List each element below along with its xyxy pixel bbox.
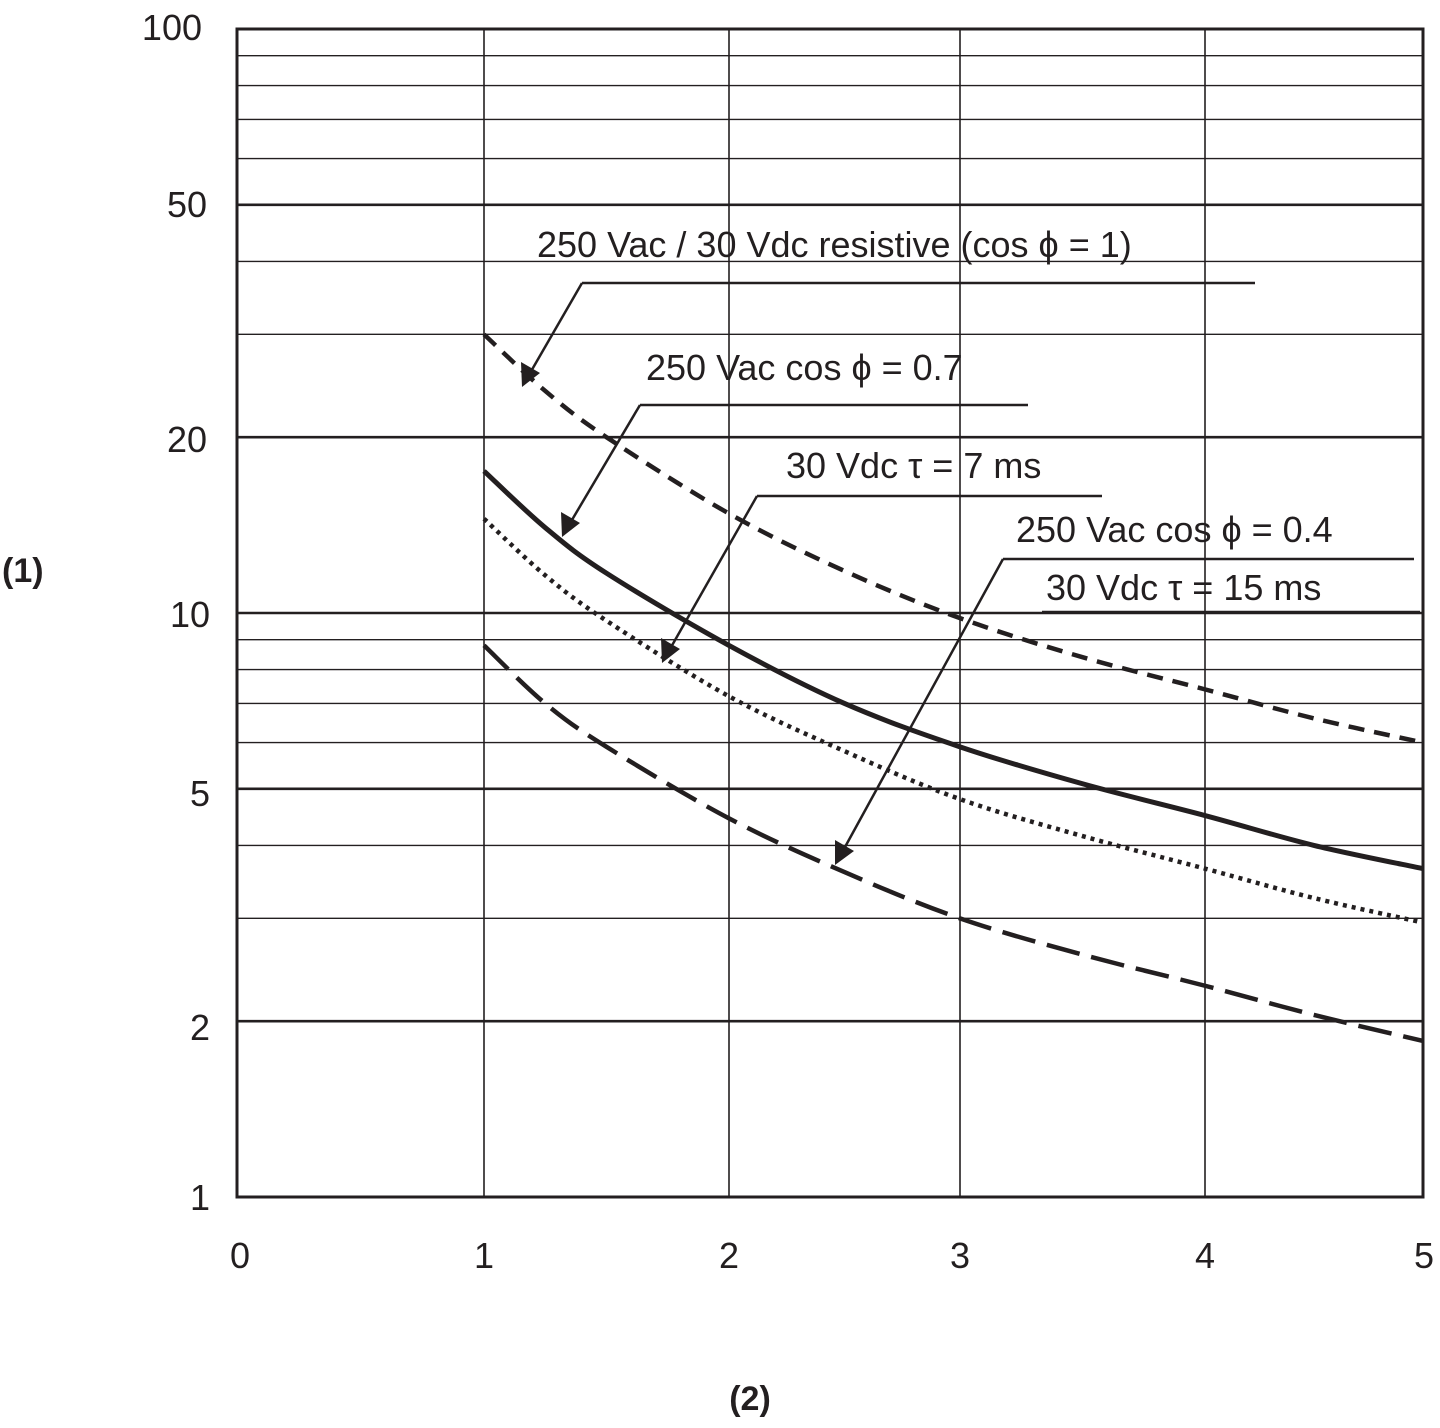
annotation-tau7: 30 Vdc τ = 7 ms bbox=[786, 445, 1041, 486]
annotation-tau15: 30 Vdc τ = 15 ms bbox=[1046, 567, 1321, 608]
x-tick-3: 3 bbox=[950, 1235, 970, 1276]
annotation-cos07: 250 Vac cos ϕ = 0.7 bbox=[646, 347, 963, 388]
y-tick-10: 10 bbox=[170, 594, 210, 635]
y-tick-100: 100 bbox=[142, 7, 202, 48]
series-line-3 bbox=[482, 517, 1424, 925]
y-tick-5: 5 bbox=[190, 773, 210, 814]
annotation-cos04: 250 Vac cos ϕ = 0.4 bbox=[1016, 509, 1333, 550]
curves bbox=[482, 332, 1424, 1044]
y-tick-50: 50 bbox=[167, 184, 207, 225]
x-tick-2: 2 bbox=[719, 1235, 739, 1276]
grid bbox=[235, 27, 1425, 1199]
y-tick-20: 20 bbox=[167, 419, 207, 460]
x-axis-label: (2) bbox=[729, 1380, 771, 1418]
y-tick-2: 2 bbox=[190, 1007, 210, 1048]
y-tick-1: 1 bbox=[190, 1177, 210, 1218]
y-axis-label: (1) bbox=[2, 552, 44, 590]
annotation-resistive: 250 Vac / 30 Vdc resistive (cos ϕ = 1) bbox=[537, 224, 1132, 265]
series-line-4 bbox=[482, 643, 1424, 1044]
plot-frame bbox=[235, 27, 1425, 1199]
series-line-2 bbox=[482, 469, 1424, 872]
annotations: 250 Vac / 30 Vdc resistive (cos ϕ = 1) 2… bbox=[521, 224, 1420, 865]
x-tick-0: 0 bbox=[230, 1235, 250, 1276]
x-tick-5: 5 bbox=[1414, 1235, 1434, 1276]
x-tick-1: 1 bbox=[474, 1235, 494, 1276]
tick-labels: 100 50 20 10 5 2 1 0 1 2 3 4 5 bbox=[142, 7, 1434, 1276]
x-tick-4: 4 bbox=[1195, 1235, 1215, 1276]
series-line-1 bbox=[482, 332, 1424, 745]
